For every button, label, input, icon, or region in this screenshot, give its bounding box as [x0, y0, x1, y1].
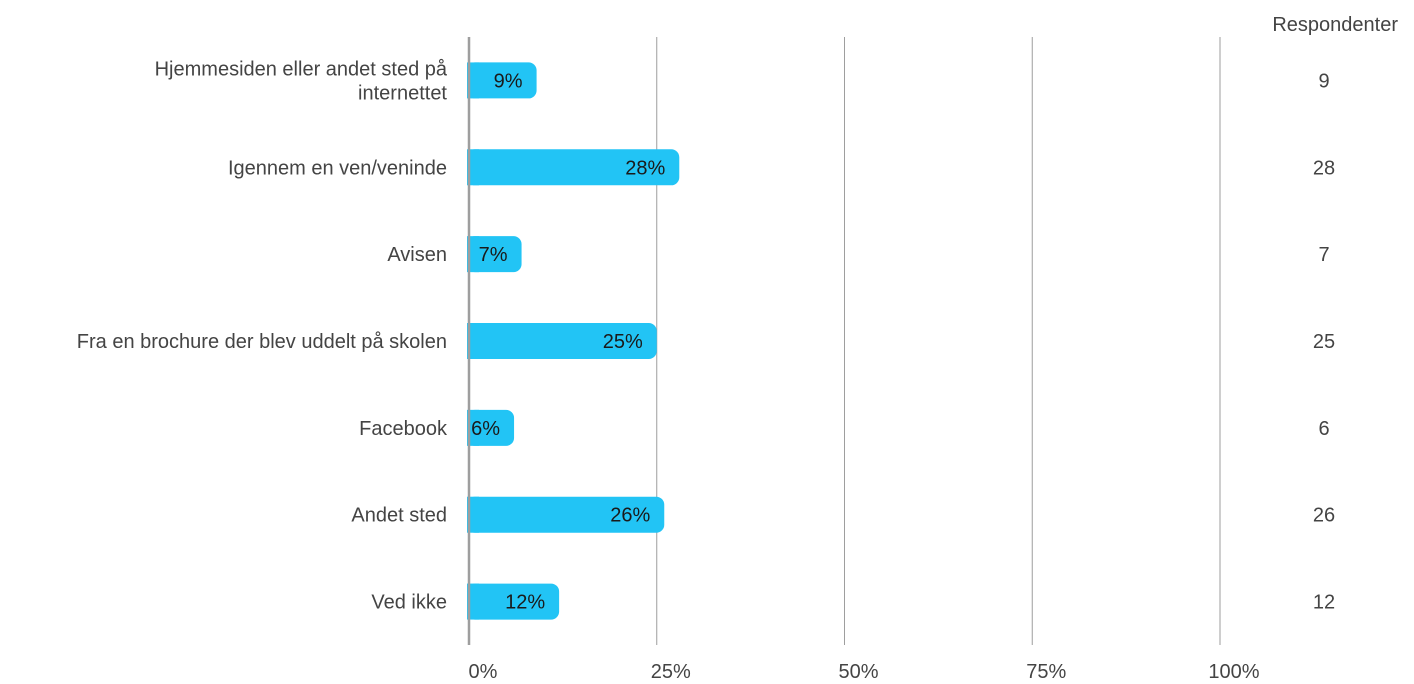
respondent-count: 9 — [1318, 70, 1329, 92]
category-label: Andet sted — [351, 505, 447, 527]
bar — [467, 323, 657, 359]
respondent-count: 7 — [1318, 244, 1329, 266]
respondent-counts: 9 28 7 25 6 26 12 — [1313, 70, 1335, 613]
bars: 9% 28% 7% 25% 6% 26% 12% — [467, 62, 680, 620]
bar-value-label: 9% — [494, 70, 523, 92]
respondent-count: 6 — [1318, 418, 1329, 440]
respondent-count: 25 — [1313, 331, 1335, 353]
bar-value-label: 28% — [625, 157, 665, 179]
category-label: internettet — [358, 82, 447, 104]
bar-value-label: 26% — [610, 505, 650, 527]
respondents-header: Respondenter — [1272, 14, 1398, 36]
x-tick-label: 25% — [651, 661, 691, 683]
category-label: Igennem en ven/veninde — [228, 157, 447, 179]
category-label: Fra en brochure der blev uddelt på skole… — [77, 331, 447, 353]
bar — [467, 62, 537, 99]
category-label: Hjemmesiden eller andet sted på — [155, 58, 448, 80]
x-tick-label: 0% — [469, 661, 498, 683]
x-tick-label: 50% — [838, 661, 878, 683]
x-tick-label: 100% — [1208, 661, 1259, 683]
bar-value-label: 12% — [505, 592, 545, 614]
bar-value-label: 6% — [471, 418, 500, 440]
category-label: Ved ikke — [371, 592, 447, 614]
bar-value-label: 25% — [603, 331, 643, 353]
bar — [467, 236, 522, 273]
respondent-count: 26 — [1313, 505, 1335, 527]
bar — [467, 496, 665, 533]
x-tick-label: 75% — [1026, 661, 1066, 683]
respondent-count: 28 — [1313, 157, 1335, 179]
category-label: Facebook — [359, 418, 448, 440]
respondent-count: 12 — [1313, 592, 1335, 614]
grid-lines — [656, 37, 1221, 645]
category-labels: Hjemmesiden eller andet sted påinternett… — [77, 58, 448, 613]
category-label: Avisen — [387, 244, 447, 266]
x-tick-labels: 0% 25% 50% 75% 100% — [469, 661, 1260, 683]
bar — [467, 583, 560, 620]
bar — [467, 149, 680, 186]
bar-value-label: 7% — [479, 244, 508, 266]
